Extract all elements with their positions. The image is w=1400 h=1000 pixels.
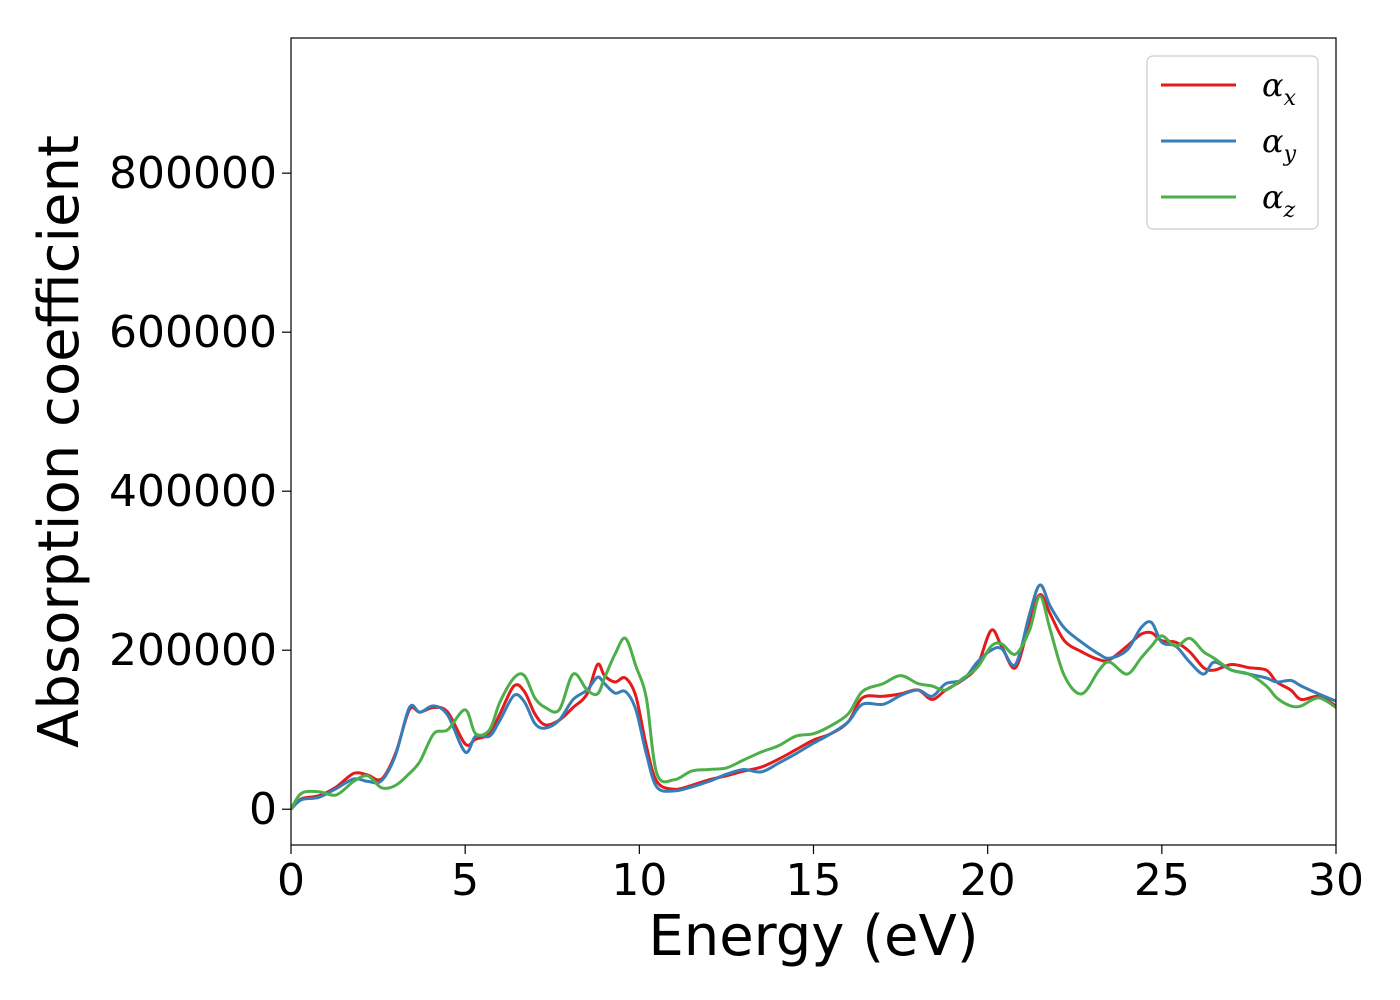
y-axis-title: Absorption coefficient (27, 135, 92, 748)
legend-label-alpha-z: αz (1262, 178, 1296, 223)
x-tick-label: 25 (1134, 855, 1190, 906)
series-line-alpha-y (291, 583, 1336, 811)
x-axis-ticks: 0 5 10 15 20 25 30 (277, 845, 1364, 906)
y-tick-label: 400000 (109, 466, 277, 517)
series-line-alpha-x (291, 593, 1336, 811)
series-layer (291, 583, 1336, 811)
y-tick-label: 800000 (109, 148, 277, 199)
y-axis-ticks: 0 200000 400000 600000 800000 (109, 148, 291, 835)
legend: αx αy αz (1146, 55, 1319, 230)
series-line-alpha-z (291, 594, 1336, 811)
x-tick-label: 5 (451, 855, 479, 906)
y-tick-label: 0 (249, 784, 277, 835)
x-tick-label: 30 (1308, 855, 1364, 906)
y-tick-label: 200000 (109, 625, 277, 676)
y-tick-label: 600000 (109, 307, 277, 358)
x-axis-title: Energy (eV) (648, 904, 978, 969)
x-tick-label: 15 (786, 855, 842, 906)
x-tick-label: 0 (277, 855, 305, 906)
legend-label-alpha-y: αy (1262, 122, 1297, 167)
x-tick-label: 10 (611, 855, 667, 906)
x-tick-label: 20 (960, 855, 1016, 906)
legend-label-alpha-x: αx (1262, 66, 1297, 111)
